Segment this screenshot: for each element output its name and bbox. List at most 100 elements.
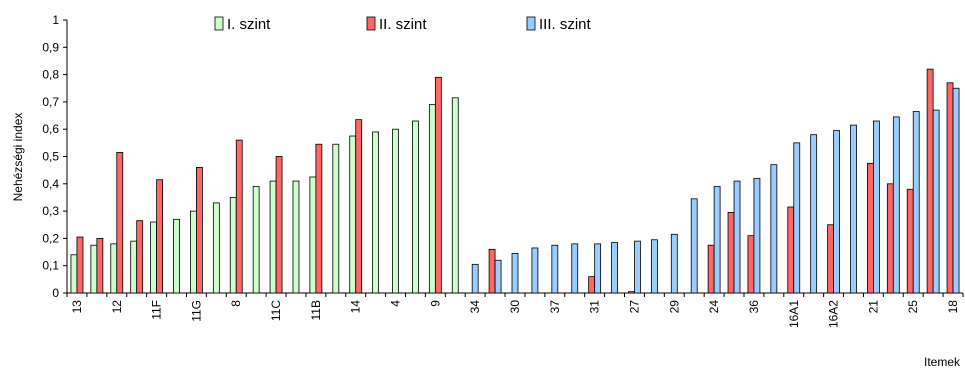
bar-iii-szint	[511, 253, 519, 294]
y-tick-label: 0,2	[42, 231, 59, 245]
bar-iii-szint	[793, 142, 801, 294]
x-tick-label: 9	[428, 300, 442, 307]
bar-ii-szint	[727, 212, 735, 294]
bar-iii-szint	[494, 259, 502, 294]
bar-i-szint	[349, 135, 357, 294]
y-tick-label: 0	[52, 286, 59, 300]
bar-ii-szint	[116, 152, 124, 294]
bar-ii-szint	[707, 244, 715, 294]
x-tick-label: 25	[906, 300, 920, 314]
x-tick-label: 14	[349, 300, 363, 314]
bar-ii-szint	[76, 236, 84, 294]
bar-i-szint	[173, 218, 180, 294]
bar-iii-szint	[634, 240, 641, 294]
x-tick-label: 34	[468, 300, 482, 314]
bar-i-szint	[130, 240, 138, 294]
bar-i-szint	[392, 128, 399, 294]
bar-iii-szint	[810, 134, 818, 294]
x-tick-label: 12	[110, 300, 124, 314]
bar-iii-szint	[594, 243, 602, 294]
legend-swatch	[366, 16, 376, 31]
bar-ii-szint	[156, 179, 164, 294]
bar-ii-szint	[867, 162, 874, 294]
y-tick-label: 1	[52, 13, 59, 27]
bar-ii-szint	[588, 276, 596, 294]
bar-i-szint	[252, 186, 260, 294]
bar-iii-szint	[670, 233, 678, 294]
x-tick-label: 18	[946, 300, 960, 314]
bar-ii-szint	[747, 235, 755, 294]
bar-iii-szint	[571, 243, 579, 294]
bar-ii-szint	[926, 68, 934, 294]
y-tick-label: 0,9	[42, 40, 59, 54]
bar-iii-szint	[531, 247, 539, 294]
bar-i-szint	[451, 97, 459, 294]
bar-iii-szint	[471, 263, 479, 294]
x-tick-label: 30	[508, 300, 522, 314]
bar-iii-szint	[753, 177, 761, 294]
bar-i-szint	[190, 210, 197, 294]
bar-ii-szint	[235, 139, 243, 294]
bar-i-szint	[110, 243, 118, 294]
bar-iii-szint	[650, 239, 658, 294]
bar-iii-szint	[551, 244, 559, 294]
legend-swatch	[214, 16, 224, 31]
x-tick-label: 31	[588, 300, 602, 314]
bar-iii-szint	[733, 180, 741, 294]
bar-i-szint	[269, 180, 277, 294]
bar-iii-szint	[912, 111, 920, 294]
bar-ii-szint	[946, 82, 954, 294]
legend-swatch	[526, 16, 536, 31]
bar-ii-szint	[275, 156, 283, 294]
legend-label: III. szint	[539, 16, 592, 33]
bar-ii-szint	[315, 143, 323, 294]
legend-label: I. szint	[227, 16, 271, 33]
y-tick-label: 0,1	[42, 259, 59, 273]
bar-i-szint	[372, 131, 380, 294]
bar-i-szint	[412, 120, 419, 294]
x-tick-label: 24	[707, 300, 721, 314]
bar-i-szint	[212, 202, 220, 294]
bar-i-szint	[90, 244, 98, 294]
y-axis-title: Nehézségi index	[11, 113, 25, 202]
y-tick-label: 0,8	[42, 68, 59, 82]
bar-iii-szint	[833, 130, 840, 294]
y-tick-label: 0,5	[42, 150, 59, 164]
bar-iii-szint	[892, 116, 900, 294]
bar-ii-szint	[488, 248, 496, 294]
bar-i-szint	[229, 197, 237, 294]
bar-ii-szint	[628, 291, 635, 294]
bar-i-szint	[428, 104, 436, 294]
bar-iii-szint	[690, 198, 698, 294]
bar-ii-szint	[827, 224, 834, 294]
bar-iii-szint	[850, 124, 857, 294]
bar-ii-szint	[434, 76, 442, 294]
x-tick-label: 36	[747, 300, 761, 314]
x-tick-label: 29	[667, 300, 681, 314]
y-tick-label: 0,7	[42, 95, 59, 109]
bar-iii-szint	[952, 87, 960, 294]
x-tick-label: 11F	[150, 300, 164, 320]
bar-ii-szint	[355, 119, 363, 294]
x-tick-label: 8	[229, 300, 243, 307]
bar-ii-szint	[886, 183, 894, 294]
axes: 0 0,1 0,2 0,3 0,4 0,5 0,6 0,7 0,8 0,9 1 13 12 11F 11G 8…	[42, 13, 964, 328]
legend-label: II. szint	[379, 16, 427, 33]
x-tick-label: 11B	[309, 300, 323, 320]
x-tick-label: 27	[627, 300, 641, 314]
bar-i-szint	[70, 254, 78, 294]
bar-iii-szint	[873, 120, 880, 294]
bar-ii-szint	[136, 220, 144, 294]
y-tick-label: 0,6	[42, 122, 59, 136]
x-axis-title: Itemek	[924, 355, 961, 369]
x-tick-label: 21	[866, 300, 880, 314]
y-tick-label: 0,3	[42, 204, 59, 218]
x-tick-label: 4	[389, 300, 403, 307]
x-tick-label: 11C	[269, 300, 283, 321]
bar-i-szint	[309, 176, 317, 294]
x-tick-label: 11G	[189, 300, 203, 322]
bar-i-szint	[332, 143, 340, 294]
bar-i-szint	[292, 180, 300, 294]
x-tick-label: 13	[70, 300, 84, 314]
x-tick-label: 16A2	[827, 300, 841, 328]
